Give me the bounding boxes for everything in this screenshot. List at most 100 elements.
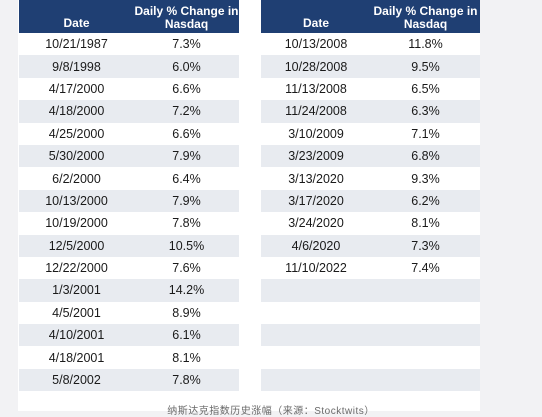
date-cell: 10/28/2008 [261, 55, 371, 78]
date-cell: 12/5/2000 [19, 234, 134, 257]
change-cell: 7.3% [371, 234, 480, 257]
date-cell: 3/23/2009 [261, 144, 371, 168]
table-row: 3/23/2009 6.8% [261, 144, 480, 168]
date-cell: 11/13/2008 [261, 77, 371, 101]
change-column-header: Daily % Change in Nasdaq [371, 0, 480, 33]
right-table: Date Daily % Change in Nasdaq 10/13/2008… [261, 0, 480, 392]
table-row [261, 279, 480, 302]
date-cell: 3/17/2020 [261, 189, 371, 213]
table-row: 5/30/2000 7.9% [19, 144, 239, 168]
date-cell: 12/22/2000 [19, 256, 134, 280]
date-cell: 6/2/2000 [19, 167, 134, 190]
change-cell: 7.8% [134, 212, 239, 235]
date-cell: 5/8/2002 [19, 368, 134, 392]
date-cell: 11/24/2008 [261, 100, 371, 123]
table-header-row: Date Daily % Change in Nasdaq [19, 0, 239, 33]
date-cell: 10/13/2008 [261, 33, 371, 56]
table-row: 10/19/2000 7.8% [19, 212, 239, 235]
date-cell: 10/13/2000 [19, 189, 134, 213]
date-cell [261, 368, 371, 392]
date-cell: 3/10/2009 [261, 122, 371, 145]
date-cell: 11/10/2022 [261, 256, 371, 280]
date-cell: 4/18/2001 [19, 346, 134, 369]
table-row: 4/10/2001 6.1% [19, 324, 239, 347]
date-cell: 9/8/1998 [19, 55, 134, 78]
table-row: 6/2/2000 6.4% [19, 167, 239, 190]
right-table-body: 10/13/2008 11.8% 10/28/2008 9.5% 11/13/2008 6… [261, 33, 480, 392]
date-cell [261, 279, 371, 302]
change-cell: 7.4% [371, 256, 480, 280]
change-cell: 7.3% [134, 33, 239, 56]
date-column-header: Date [19, 0, 134, 33]
table-header-row: Date Daily % Change in Nasdaq [261, 0, 480, 33]
change-cell: 6.0% [134, 55, 239, 78]
left-table-body: 10/21/1987 7.3% 9/8/1998 6.0% 4/17/2000 6.6% 4… [19, 33, 239, 392]
table-row: 3/24/2020 8.1% [261, 212, 480, 235]
change-cell: 8.1% [134, 346, 239, 369]
change-cell: 6.4% [134, 167, 239, 190]
date-cell: 10/21/1987 [19, 33, 134, 56]
table-row: 4/5/2001 8.9% [19, 301, 239, 325]
left-table: Date Daily % Change in Nasdaq 10/21/1987… [19, 0, 239, 392]
change-cell: 7.8% [134, 368, 239, 392]
change-cell: 6.5% [371, 77, 480, 101]
table-row: 3/10/2009 7.1% [261, 122, 480, 145]
change-cell: 6.8% [371, 144, 480, 168]
table-row: 12/22/2000 7.6% [19, 256, 239, 280]
table-row: 5/8/2002 7.8% [19, 368, 239, 392]
table-row: 9/8/1998 6.0% [19, 55, 239, 78]
table-row: 4/18/2001 8.1% [19, 346, 239, 369]
change-cell [371, 301, 480, 325]
date-cell: 4/10/2001 [19, 324, 134, 347]
change-cell: 8.1% [371, 212, 480, 235]
change-cell: 14.2% [134, 279, 239, 302]
table-row: 12/5/2000 10.5% [19, 234, 239, 257]
change-cell: 10.5% [134, 234, 239, 257]
date-cell: 3/24/2020 [261, 212, 371, 235]
table-row [261, 368, 480, 392]
table-row [261, 324, 480, 347]
date-cell: 4/6/2020 [261, 234, 371, 257]
table-row: 10/28/2008 9.5% [261, 55, 480, 78]
date-cell [261, 346, 371, 369]
footer-caption: 纳斯达克指数历史涨幅（来源：Stocktwits） [167, 406, 375, 417]
date-cell: 4/25/2000 [19, 122, 134, 145]
change-cell [371, 324, 480, 347]
change-cell: 9.5% [371, 55, 480, 78]
table-row: 11/10/2022 7.4% [261, 256, 480, 280]
table-row: 4/25/2000 6.6% [19, 122, 239, 145]
date-cell: 1/3/2001 [19, 279, 134, 302]
table-row: 10/13/2000 7.9% [19, 189, 239, 213]
date-cell: 4/5/2001 [19, 301, 134, 325]
change-cell: 6.3% [371, 100, 480, 123]
change-cell [371, 368, 480, 392]
date-cell: 5/30/2000 [19, 144, 134, 168]
table-row [261, 346, 480, 369]
table-row [261, 301, 480, 325]
table-row: 4/6/2020 7.3% [261, 234, 480, 257]
change-cell: 7.2% [134, 100, 239, 123]
date-column-header: Date [261, 0, 371, 33]
date-cell: 4/18/2000 [19, 100, 134, 123]
table-row: 4/18/2000 7.2% [19, 100, 239, 123]
change-cell: 6.1% [134, 324, 239, 347]
change-column-header: Daily % Change in Nasdaq [134, 0, 239, 33]
table-row: 11/13/2008 6.5% [261, 77, 480, 101]
date-cell: 4/17/2000 [19, 77, 134, 101]
change-cell [371, 346, 480, 369]
change-cell: 7.1% [371, 122, 480, 145]
table-row: 4/17/2000 6.6% [19, 77, 239, 101]
table-row: 11/24/2008 6.3% [261, 100, 480, 123]
change-cell: 6.6% [134, 77, 239, 101]
table-row: 1/3/2001 14.2% [19, 279, 239, 302]
table-row: 3/17/2020 6.2% [261, 189, 480, 213]
change-cell [371, 279, 480, 302]
table-row: 10/13/2008 11.8% [261, 33, 480, 56]
date-cell: 10/19/2000 [19, 212, 134, 235]
date-cell [261, 324, 371, 347]
change-cell: 8.9% [134, 301, 239, 325]
change-cell: 7.9% [134, 144, 239, 168]
date-cell [261, 301, 371, 325]
change-cell: 6.2% [371, 189, 480, 213]
